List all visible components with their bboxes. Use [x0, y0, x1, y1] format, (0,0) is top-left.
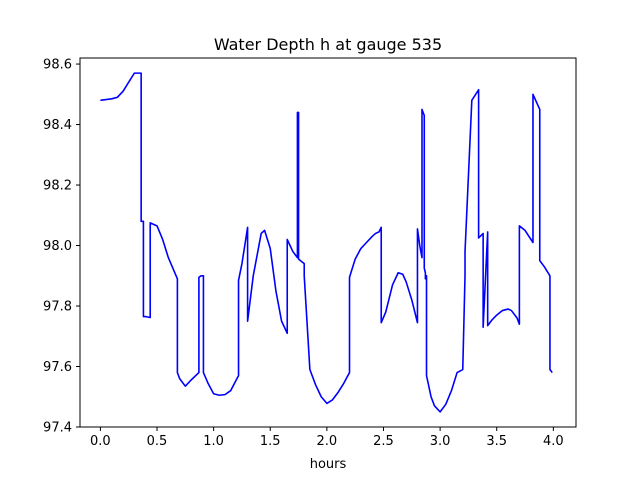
x-tick-label: 2.0: [317, 434, 338, 449]
y-tick-label: 98.2: [43, 179, 72, 194]
x-tick-label: 2.5: [373, 434, 394, 449]
x-tick-label: 1.5: [260, 434, 281, 449]
x-tick-label: 3.5: [486, 434, 507, 449]
x-axis: 0.0 0.5 1.0 1.5 2.0 2.5 3.0 3.5 4.0: [90, 427, 564, 449]
y-tick-label: 97.6: [43, 360, 72, 375]
series-line-0: [100, 72, 553, 413]
x-tick-label: 0.0: [90, 434, 111, 449]
x-axis-label: hours: [310, 457, 347, 472]
plot-area: [79, 57, 577, 428]
y-axis: 97.4 97.6 97.8 98.0 98.2 98.4 98.6: [43, 58, 80, 436]
x-tick-label: 1.0: [203, 434, 224, 449]
plot-frame: [79, 57, 577, 428]
y-tick-label: 97.4: [43, 421, 72, 436]
x-tick-label: 4.0: [543, 434, 564, 449]
x-tick-label: 0.5: [147, 434, 168, 449]
y-tick-label: 98.6: [43, 58, 72, 73]
chart-title: Water Depth h at gauge 535: [214, 35, 442, 54]
x-tick-label: 3.0: [430, 434, 451, 449]
y-tick-label: 98.4: [43, 118, 72, 133]
plot-background: [80, 58, 576, 427]
y-tick-label: 97.8: [43, 300, 72, 315]
y-tick-label: 98.0: [43, 239, 72, 254]
series-layer: [100, 72, 553, 413]
